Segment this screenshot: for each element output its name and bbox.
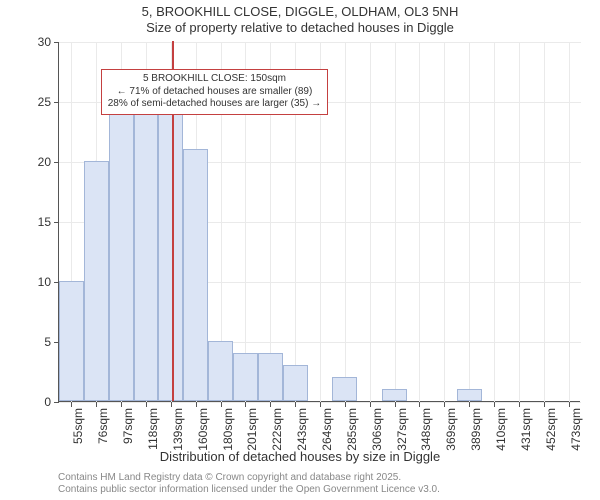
footer-line: Contains HM Land Registry data © Crown c…: [58, 472, 440, 484]
x-tick-label: 348sqm: [419, 408, 433, 451]
x-tick-mark: [345, 402, 346, 407]
x-tick-label: 369sqm: [444, 408, 458, 451]
x-tick-label: 327sqm: [395, 408, 409, 451]
grid-line-vertical: [544, 42, 545, 402]
x-tick-mark: [494, 402, 495, 407]
y-tick: 15: [59, 222, 60, 223]
grid-line-vertical: [469, 42, 470, 402]
x-tick-mark: [395, 402, 396, 407]
x-tick-label: 285sqm: [345, 408, 359, 451]
page-subtitle: Size of property relative to detached ho…: [0, 20, 600, 35]
footer-attribution: Contains HM Land Registry data © Crown c…: [58, 472, 440, 496]
x-tick-mark: [544, 402, 545, 407]
histogram-bar: [84, 161, 109, 401]
x-tick-label: 264sqm: [320, 408, 334, 451]
y-tick: 20: [59, 162, 60, 163]
x-tick-label: 389sqm: [469, 408, 483, 451]
x-tick-label: 97sqm: [121, 408, 135, 444]
histogram-bar: [109, 113, 134, 401]
x-tick-label: 306sqm: [370, 408, 384, 451]
x-tick-label: 431sqm: [519, 408, 533, 451]
histogram-bar: [457, 389, 482, 401]
x-tick-label: 76sqm: [96, 408, 110, 444]
x-tick-mark: [444, 402, 445, 407]
y-tick-mark: [54, 402, 59, 403]
y-tick-label: 20: [38, 155, 51, 169]
x-tick-mark: [419, 402, 420, 407]
grid-line-vertical: [370, 42, 371, 402]
y-tick-mark: [54, 162, 59, 163]
y-tick-label: 10: [38, 275, 51, 289]
footer-line: Contains public sector information licen…: [58, 484, 440, 496]
x-tick-label: 452sqm: [544, 408, 558, 451]
x-tick-mark: [295, 402, 296, 407]
y-tick: 30: [59, 42, 60, 43]
x-tick-mark: [71, 402, 72, 407]
histogram-bar: [183, 149, 208, 401]
annotation-line: ← 71% of detached houses are smaller (89…: [108, 86, 321, 99]
x-tick-label: 243sqm: [295, 408, 309, 451]
chart-container: 5, BROOKHILL CLOSE, DIGGLE, OLDHAM, OL3 …: [0, 0, 600, 500]
annotation-line: 28% of semi-detached houses are larger (…: [108, 98, 321, 111]
x-tick-mark: [370, 402, 371, 407]
y-tick-label: 0: [44, 395, 51, 409]
x-tick-mark: [320, 402, 321, 407]
histogram-bar: [283, 365, 308, 401]
x-tick-label: 222sqm: [270, 408, 284, 451]
annotation-box: 5 BROOKHILL CLOSE: 150sqm ← 71% of detac…: [101, 69, 328, 115]
y-tick-label: 30: [38, 35, 51, 49]
x-axis-label: Distribution of detached houses by size …: [0, 449, 600, 464]
x-tick-mark: [146, 402, 147, 407]
y-tick: 0: [59, 402, 60, 403]
page-title: 5, BROOKHILL CLOSE, DIGGLE, OLDHAM, OL3 …: [0, 4, 600, 20]
x-tick-mark: [221, 402, 222, 407]
y-tick-mark: [54, 102, 59, 103]
x-tick-mark: [196, 402, 197, 407]
histogram-bar: [208, 341, 233, 401]
y-tick-mark: [54, 42, 59, 43]
grid-line-vertical: [419, 42, 420, 402]
grid-line-vertical: [519, 42, 520, 402]
x-tick-mark: [245, 402, 246, 407]
x-tick-label: 160sqm: [196, 408, 210, 451]
histogram-bar: [258, 353, 283, 401]
histogram-bar: [59, 281, 84, 401]
histogram-bar: [233, 353, 258, 401]
x-tick-mark: [96, 402, 97, 407]
grid-line-vertical: [345, 42, 346, 402]
x-tick-mark: [121, 402, 122, 407]
y-tick-mark: [54, 222, 59, 223]
x-tick-label: 55sqm: [71, 408, 85, 444]
grid-line-vertical: [494, 42, 495, 402]
y-tick-label: 15: [38, 215, 51, 229]
x-tick-label: 473sqm: [569, 408, 583, 451]
histogram-bar: [382, 389, 407, 401]
y-tick-label: 5: [44, 335, 51, 349]
grid-line-vertical: [569, 42, 570, 402]
x-tick-mark: [569, 402, 570, 407]
x-tick-mark: [519, 402, 520, 407]
grid-line-vertical: [395, 42, 396, 402]
x-tick-mark: [270, 402, 271, 407]
x-tick-label: 180sqm: [221, 408, 235, 451]
x-tick-mark: [171, 402, 172, 407]
x-tick-label: 118sqm: [146, 408, 160, 450]
y-tick-label: 25: [38, 95, 51, 109]
plot-area: 05101520253055sqm76sqm97sqm118sqm139sqm1…: [58, 42, 580, 402]
histogram-bar: [134, 101, 159, 401]
x-tick-mark: [469, 402, 470, 407]
x-tick-label: 201sqm: [245, 408, 259, 451]
x-tick-label: 139sqm: [171, 408, 185, 451]
annotation-line: 5 BROOKHILL CLOSE: 150sqm: [108, 73, 321, 86]
grid-line-vertical: [444, 42, 445, 402]
histogram-bar: [332, 377, 357, 401]
x-tick-label: 410sqm: [494, 408, 508, 451]
y-tick: 25: [59, 102, 60, 103]
